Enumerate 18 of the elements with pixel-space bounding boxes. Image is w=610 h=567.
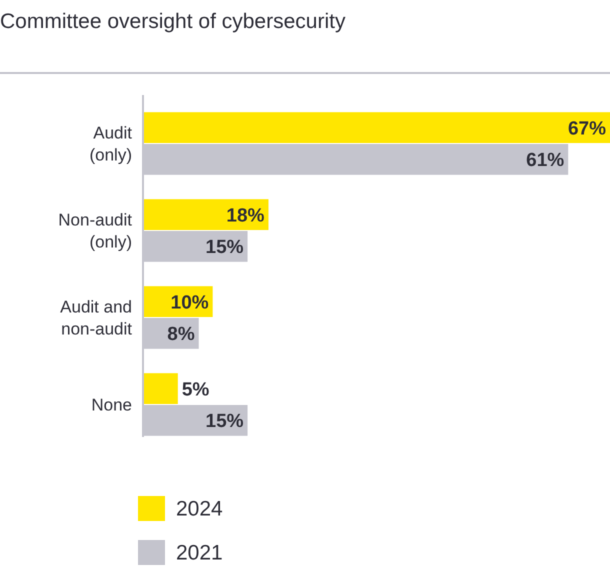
legend-label: 2024 (176, 497, 224, 520)
y-tick-label: Audit (only) (89, 123, 132, 164)
chart-title: Committee oversight of cybersecurity (0, 10, 346, 33)
data-label: 18% (226, 205, 265, 226)
y-tick-label: Audit and non-audit (60, 297, 132, 338)
data-label: 8% (167, 324, 195, 346)
y-tick-label: None (91, 395, 132, 414)
data-label: 10% (170, 292, 209, 314)
data-label: 15% (206, 237, 244, 258)
data-label: 61% (526, 150, 564, 172)
bar (143, 112, 610, 144)
bar (143, 373, 178, 404)
data-label: 67% (568, 118, 606, 140)
bar (143, 199, 268, 230)
legend-label: 2021 (176, 541, 223, 564)
data-label: 15% (206, 411, 244, 432)
y-tick-label: Non-audit (only) (58, 210, 132, 252)
data-label: 5% (182, 379, 210, 400)
